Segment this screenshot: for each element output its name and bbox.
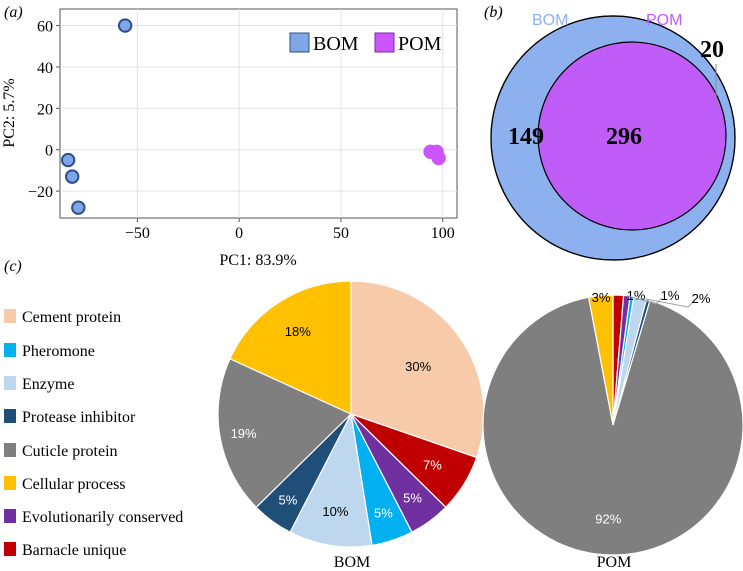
- legend-swatch: [4, 476, 16, 490]
- category-legend: Cement protein Pheromone Enzyme Protease…: [4, 309, 183, 559]
- y-tick-label: 60: [37, 19, 53, 36]
- y-tick-label: 40: [37, 60, 53, 77]
- legend-swatch: [4, 443, 16, 457]
- pie-slice-enzyme: [289, 412, 373, 548]
- venn-count-bom-only: 149: [508, 124, 544, 150]
- pie-data-label: 1%: [661, 288, 680, 303]
- y-tick-label: 0: [45, 143, 53, 160]
- venn-label-pom: POM: [646, 12, 682, 29]
- legend-swatch: [4, 309, 16, 323]
- venn-circle-pom-outline: [537, 41, 727, 231]
- pie-data-label: 5%: [279, 493, 298, 508]
- venn-circle-bom-outline: [490, 15, 736, 261]
- legend-item-enzyme: Enzyme: [4, 376, 74, 393]
- pie-data-label: 7%: [423, 458, 442, 473]
- scatter-point-bom: [117, 18, 133, 33]
- x-tick-label: −50: [125, 225, 150, 242]
- scatter-point-bom: [65, 169, 80, 184]
- scatter-point-pom: [431, 150, 446, 166]
- legend-item-cement-protein: Cement protein: [4, 309, 121, 326]
- pca-ticks: −50 0 50 100 −20 0 20 40 60: [28, 19, 455, 242]
- venn-diagram: BOM POM 149 296 20: [490, 12, 736, 261]
- pie-data-label: 3%: [592, 290, 611, 305]
- legend-item-cuticle-protein: Cuticle protein: [4, 443, 118, 460]
- legend-item-label: Enzyme: [22, 376, 74, 393]
- pie-data-label: 10%: [322, 504, 348, 519]
- pie-data-label: 19%: [231, 426, 257, 441]
- pie-title-bom: BOM: [334, 554, 370, 571]
- legend-swatch: [4, 509, 16, 523]
- pie-slice-cellular-process: [229, 280, 352, 415]
- legend-swatch: [4, 409, 16, 423]
- legend-swatch: [4, 376, 16, 390]
- pie-data-label: 2%: [692, 291, 711, 306]
- pie-slice-cuticle-protein: [482, 296, 743, 556]
- pca-points: [60, 18, 446, 215]
- y-tick-label: −20: [28, 184, 53, 201]
- venn-count-both: 296: [606, 124, 642, 150]
- legend-swatch-pom: [374, 32, 395, 53]
- legend-item-label: Protease inhibitor: [22, 409, 136, 426]
- pie-data-label: 5%: [374, 506, 393, 521]
- scatter-point-bom: [60, 152, 76, 168]
- legend-item-label: Pheromone: [22, 343, 95, 360]
- y-tick-label: 20: [37, 101, 53, 118]
- pie-data-label: 18%: [285, 324, 311, 339]
- pie-slice-cellular-process: [587, 294, 614, 426]
- legend-item-label: Evolutionarily conserved: [22, 509, 183, 526]
- legend-item-pheromone: Pheromone: [4, 343, 95, 360]
- venn-label-bom: BOM: [532, 12, 568, 29]
- pca-x-axis-label: PC1: 83.9%: [219, 252, 296, 269]
- pca-plot: −50 0 50 100 −20 0 20 40 60 BOM POM PC1: 83.9% P…: [1, 8, 458, 269]
- legend-swatch-bom: [289, 32, 310, 53]
- legend-item-protease-inhibitor: Protease inhibitor: [4, 409, 136, 426]
- pie-data-label: 30%: [405, 359, 431, 374]
- panel-c-label: (c): [4, 258, 22, 275]
- legend-label-pom: POM: [398, 33, 442, 55]
- x-tick-label: 50: [333, 225, 349, 242]
- pie-data-label: 92%: [595, 512, 621, 527]
- pca-legend: BOM POM: [289, 32, 442, 55]
- legend-item-label: Cellular process: [22, 476, 126, 493]
- pca-y-axis-label: PC2: 5.7%: [1, 78, 18, 147]
- scatter-point-bom: [71, 200, 86, 215]
- legend-item-barnacle-unique: Barnacle unique: [4, 542, 126, 559]
- legend-swatch: [4, 542, 16, 556]
- panel-a-label: (a): [4, 4, 23, 21]
- legend-item-evolutionarily-conserved: Evolutionarily conserved: [4, 509, 183, 526]
- legend-item-label: Cement protein: [22, 309, 121, 326]
- pie-leader-line: [640, 297, 695, 308]
- x-tick-label: 0: [235, 225, 243, 242]
- pie-title-pom: POM: [597, 554, 632, 571]
- x-tick-label: 100: [431, 225, 455, 242]
- pie-leader-line: [626, 295, 663, 305]
- pie-chart-pom: 1% 1% 2%92%3%: [482, 288, 743, 556]
- pie-chart-bom: 30% 7% 5% 5% 10% 5% 19% 18%: [217, 280, 485, 548]
- venn-circle-pom: [538, 42, 726, 230]
- venn-count-pom-only: 20: [700, 37, 724, 63]
- pie-data-label: 5%: [403, 491, 422, 506]
- panel-b-label: (b): [484, 4, 503, 21]
- legend-label-bom: BOM: [313, 33, 359, 55]
- legend-swatch: [4, 343, 16, 357]
- legend-item-label: Barnacle unique: [22, 542, 126, 559]
- pie-slice-cuticle-protein: [217, 357, 353, 509]
- legend-item-label: Cuticle protein: [22, 443, 118, 460]
- legend-item-cellular-process: Cellular process: [4, 476, 126, 493]
